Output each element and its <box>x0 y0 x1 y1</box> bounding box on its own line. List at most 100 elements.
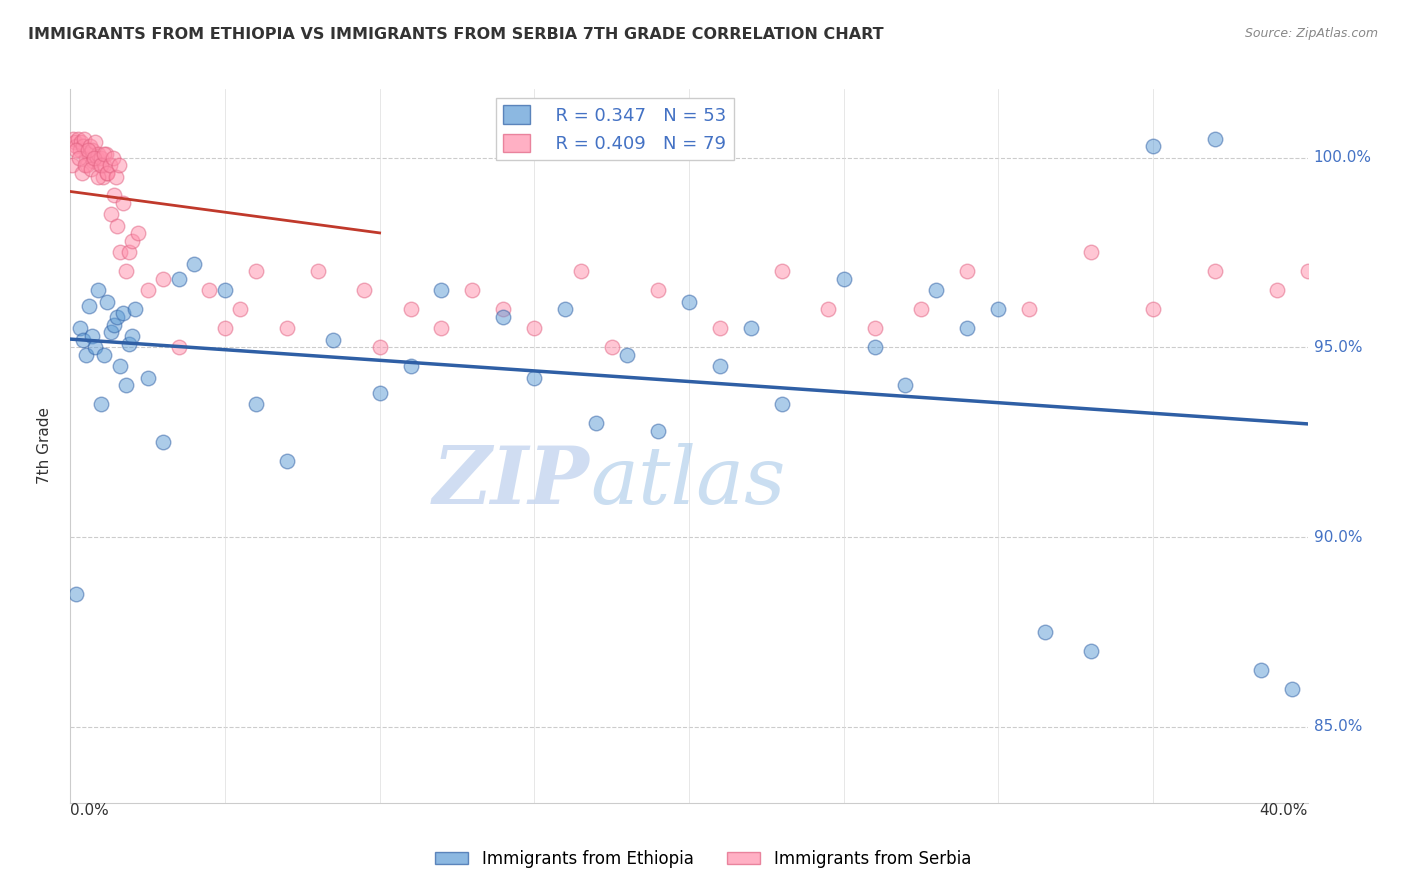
Point <box>90 158 112 172</box>
Point <box>103 188 125 202</box>
Point <box>1033 625 1056 640</box>
Point <box>1265 284 1288 298</box>
Point <box>600 340 623 354</box>
Text: 90.0%: 90.0% <box>1313 530 1362 545</box>
Legend:   R = 0.347   N = 53,   R = 0.409   N = 79: R = 0.347 N = 53, R = 0.409 N = 79 <box>495 98 734 161</box>
Point <box>925 284 948 298</box>
Point <box>647 284 669 298</box>
Point <box>80 143 103 157</box>
Point <box>121 329 143 343</box>
Point <box>76 158 98 172</box>
Point <box>111 306 134 320</box>
Point <box>69 321 91 335</box>
Point <box>75 348 97 362</box>
Point <box>60 158 83 172</box>
Point <box>118 336 141 351</box>
Point <box>91 169 114 184</box>
Point <box>832 272 855 286</box>
Point <box>167 272 190 286</box>
Point <box>863 321 886 335</box>
Point <box>127 227 149 241</box>
Point <box>245 264 267 278</box>
Point <box>492 310 515 324</box>
Text: ZIP: ZIP <box>433 443 591 520</box>
Point <box>72 333 94 347</box>
Point <box>399 359 422 374</box>
Point <box>1142 302 1164 317</box>
Point <box>276 454 298 468</box>
Point <box>101 151 124 165</box>
Point <box>65 587 87 601</box>
Point <box>67 131 90 145</box>
Point <box>105 219 128 233</box>
Point <box>70 136 93 150</box>
Point <box>276 321 298 335</box>
Point <box>709 359 731 374</box>
Point <box>569 264 592 278</box>
Point <box>124 302 146 317</box>
Point <box>77 299 100 313</box>
Point <box>115 378 138 392</box>
Point <box>678 294 700 309</box>
Text: 95.0%: 95.0% <box>1313 340 1362 355</box>
Point <box>554 302 576 317</box>
Point <box>67 151 90 165</box>
Point <box>894 378 917 392</box>
Point <box>910 302 932 317</box>
Point <box>956 321 979 335</box>
Point <box>84 340 107 354</box>
Y-axis label: 7th Grade: 7th Grade <box>37 408 52 484</box>
Point <box>353 284 375 298</box>
Point <box>77 146 100 161</box>
Point <box>100 325 122 339</box>
Text: Source: ZipAtlas.com: Source: ZipAtlas.com <box>1244 27 1378 40</box>
Point <box>863 340 886 354</box>
Point <box>69 143 91 157</box>
Point <box>82 154 105 169</box>
Point <box>430 321 453 335</box>
Point <box>100 207 122 221</box>
Point <box>585 416 607 430</box>
Point <box>523 321 546 335</box>
Point <box>80 161 103 176</box>
Point <box>80 329 103 343</box>
Point <box>73 131 96 145</box>
Point <box>84 136 107 150</box>
Point <box>96 166 118 180</box>
Point <box>183 257 205 271</box>
Point <box>430 284 453 298</box>
Point <box>111 196 134 211</box>
Point <box>75 151 97 165</box>
Point <box>136 284 159 298</box>
Point <box>647 424 669 438</box>
Point <box>90 397 112 411</box>
Point <box>987 302 1010 317</box>
Point <box>740 321 762 335</box>
Point <box>307 264 329 278</box>
Point <box>492 302 515 317</box>
Point <box>118 245 141 260</box>
Point <box>70 166 93 180</box>
Point <box>214 284 236 298</box>
Point <box>368 385 391 400</box>
Point <box>86 169 108 184</box>
Point <box>62 131 84 145</box>
Point <box>89 158 111 172</box>
Point <box>96 166 118 180</box>
Point <box>956 264 979 278</box>
Text: 0.0%: 0.0% <box>70 803 110 818</box>
Point <box>817 302 839 317</box>
Point <box>121 234 143 248</box>
Point <box>87 146 110 161</box>
Point <box>63 136 86 150</box>
Point <box>93 146 115 161</box>
Text: atlas: atlas <box>591 443 786 520</box>
Point <box>1296 264 1319 278</box>
Point <box>105 310 128 324</box>
Point <box>229 302 252 317</box>
Point <box>1080 245 1102 260</box>
Point <box>198 284 221 298</box>
Point <box>108 158 131 172</box>
Point <box>152 272 174 286</box>
Point <box>98 158 121 172</box>
